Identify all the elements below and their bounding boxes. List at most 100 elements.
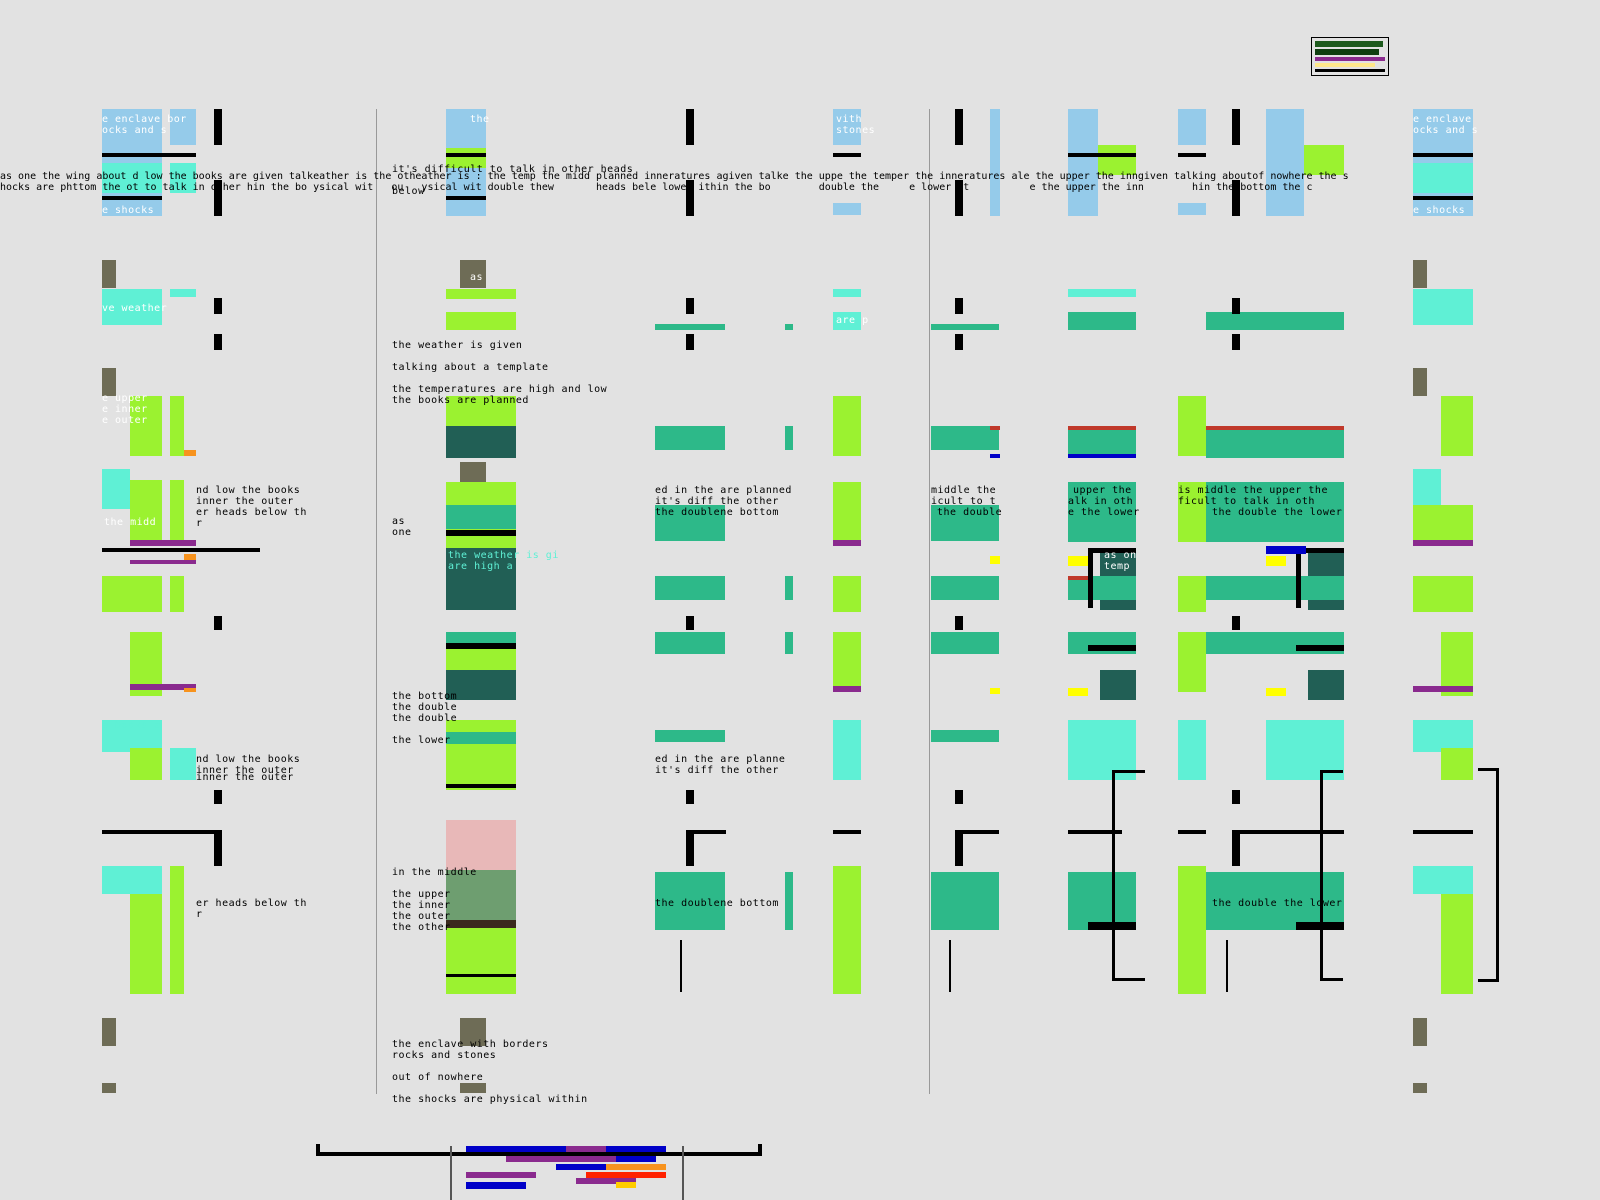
guide-line	[376, 109, 377, 1094]
tile-olive	[1413, 1083, 1427, 1093]
block-line: the other	[392, 922, 451, 933]
tile-teal	[931, 576, 999, 600]
block-line: rocks and stones	[392, 1050, 497, 1061]
tile-teal	[1206, 576, 1344, 600]
divider	[686, 830, 694, 866]
fragment-text: are p	[836, 315, 869, 326]
tile-lime	[1441, 396, 1473, 456]
tile-teal	[446, 632, 516, 646]
glitch-strip	[616, 1156, 656, 1162]
fragment-text: the double	[937, 507, 1003, 518]
tile-teal	[785, 324, 793, 330]
tile-dark-teal	[446, 426, 516, 458]
glitch-strip	[616, 1182, 636, 1188]
tile-lime	[1178, 396, 1206, 456]
tile-brown	[446, 920, 516, 928]
tile-lime	[130, 894, 162, 994]
divider	[446, 643, 516, 649]
block-line: out of nowhere	[392, 1072, 484, 1083]
tile-lime	[1413, 576, 1473, 612]
tile-olive	[460, 1018, 486, 1046]
block-line: the temperatures are high and low	[392, 384, 608, 395]
tile-olive	[1413, 368, 1427, 396]
fragment-text: stones	[836, 125, 876, 136]
block-line: the double	[392, 702, 458, 713]
glitch-strip	[606, 1146, 666, 1152]
glitch-strip	[1068, 688, 1088, 696]
divider	[1088, 548, 1093, 608]
tile-teal	[931, 426, 999, 450]
guide-line	[929, 109, 930, 1094]
glitch-strip	[833, 686, 861, 692]
tile-aqua	[170, 163, 196, 193]
tile-aqua	[1068, 289, 1136, 297]
fragment-text: are high a	[448, 561, 514, 572]
header-text: below	[392, 186, 425, 197]
tile-aqua	[1178, 720, 1206, 780]
tile-sky	[1266, 109, 1304, 216]
fragment-text: middle the	[931, 485, 997, 496]
tile-lime	[446, 646, 516, 670]
divider	[1088, 645, 1136, 651]
glitch-strip	[576, 1178, 636, 1184]
thumbnail-widget[interactable]	[1311, 37, 1389, 76]
tile-teal	[1206, 312, 1344, 330]
tile-dark-teal	[446, 670, 516, 700]
tile-teal	[1206, 482, 1344, 542]
fragment-text: the midd	[104, 517, 157, 528]
fragment-text: as on	[1104, 550, 1137, 561]
glitch-strip	[556, 1164, 636, 1170]
tile-lime	[1178, 632, 1206, 692]
tile-teal	[655, 576, 725, 600]
fragment-text: alk in oth	[1068, 496, 1134, 507]
tile-lime	[1304, 145, 1344, 175]
divider	[955, 790, 963, 804]
glitch-strip	[1068, 454, 1136, 458]
tile-sky	[833, 109, 861, 145]
fragment-text: nd low the books	[196, 485, 301, 496]
tile-teal	[1068, 312, 1136, 330]
glitch-strip	[990, 426, 1000, 430]
fragment-text: e the lower	[1068, 507, 1140, 518]
bottom-widget[interactable]	[316, 1144, 762, 1200]
glitch-strip	[1413, 540, 1473, 546]
glitch-strip	[833, 540, 861, 546]
divider	[1232, 830, 1240, 866]
divider	[1232, 334, 1240, 350]
tile-pink	[446, 820, 516, 870]
block-line: the books are planned	[392, 395, 529, 406]
fragment-text: e shocks	[102, 205, 155, 216]
divider	[1088, 922, 1136, 930]
divider	[833, 830, 861, 834]
tile-olive	[102, 368, 116, 396]
tile-teal	[1206, 426, 1344, 458]
tile-teal	[931, 872, 999, 930]
tile-lime	[130, 480, 162, 540]
fragment-text: inner the outer	[196, 772, 294, 783]
divider	[1413, 830, 1473, 834]
fragment-text: e inner	[102, 404, 148, 415]
fragment-text: inner the outer	[196, 496, 294, 507]
fragment-text: the double the lower	[1212, 507, 1343, 518]
tile-olive	[1413, 260, 1427, 288]
tile-aqua	[833, 289, 861, 297]
tile-sky	[1178, 109, 1206, 145]
tile-olive	[460, 260, 486, 288]
glitch-strip	[184, 450, 196, 456]
tile-olive	[102, 1083, 116, 1093]
divider	[446, 974, 516, 977]
tile-teal	[655, 632, 725, 654]
glitch-strip	[466, 1182, 526, 1189]
divider	[1413, 153, 1473, 157]
divider	[214, 298, 222, 314]
glitch-strip	[184, 554, 196, 560]
block-line: talking about a template	[392, 362, 549, 373]
tile-olive	[102, 260, 116, 288]
divider	[446, 196, 486, 200]
divider	[102, 830, 222, 834]
glitch-strip	[466, 1172, 536, 1178]
tile-teal	[446, 732, 516, 744]
divider	[1296, 548, 1301, 608]
tile-lime	[170, 866, 184, 994]
divider	[214, 109, 222, 145]
